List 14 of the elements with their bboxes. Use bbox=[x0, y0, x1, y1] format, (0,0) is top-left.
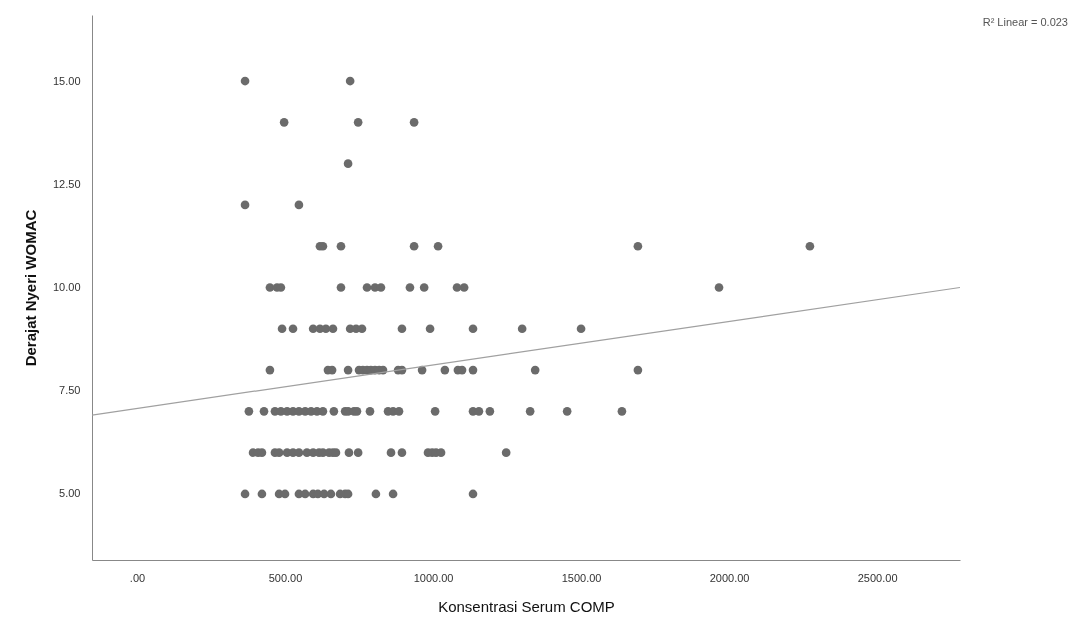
y-tick-label: 15.00 bbox=[52, 74, 81, 87]
x-tick-label: 500.00 bbox=[268, 571, 303, 584]
x-tick-label: 1000.00 bbox=[413, 571, 454, 584]
x-tick-label: 2000.00 bbox=[709, 571, 750, 584]
y-tick-label: 12.50 bbox=[52, 177, 81, 190]
y-tick-label: 7.50 bbox=[59, 384, 81, 397]
text: R² Linear = 0.023 bbox=[982, 16, 1068, 28]
y-axis-title: Derajat Nyeri WOMAC bbox=[21, 209, 39, 367]
y-tick-label: 5.00 bbox=[59, 487, 81, 500]
x-axis-title: Konsentrasi Serum COMP bbox=[438, 597, 615, 615]
x-tick-label: 2500.00 bbox=[857, 571, 898, 584]
x-tick-label: 1500.00 bbox=[561, 571, 602, 584]
x-tick-label: .00 bbox=[129, 571, 146, 584]
y-tick-label: 10.00 bbox=[52, 281, 81, 293]
